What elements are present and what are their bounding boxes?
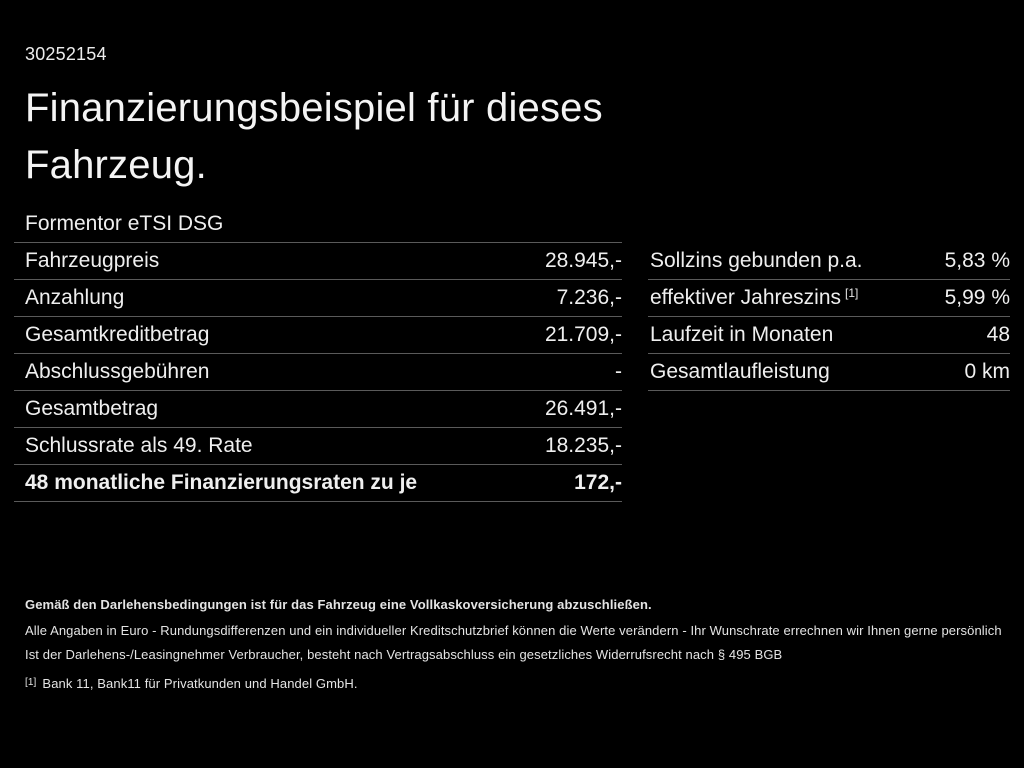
bank-footnote: [1] Bank 11, Bank11 für Privatkunden und … [25,676,1004,691]
row-value: 48 [986,323,1010,346]
row-label: 48 monatliche Finanzierungsraten zu je [25,471,418,494]
disclaimer-line2: Ist der Darlehens-/Leasingnehmer Verbrau… [25,647,783,662]
row-value: - [615,360,622,383]
table-row-schlussrate: Schlussrate als 49. Rate 18.235,- [14,428,622,465]
row-value: 28.945,- [544,249,622,272]
page-title-line2: Fahrzeug. [25,143,207,187]
row-value: 26.491,- [544,397,622,420]
table-row-abschlussgebuehren: Abschlussgebühren - [14,354,622,391]
vehicle-model-label: Formentor eTSI DSG [25,212,224,235]
row-value: 21.709,- [544,323,622,346]
row-label: Gesamtkreditbetrag [25,323,210,346]
row-label: Abschlussgebühren [25,360,210,383]
table-row-fahrzeugpreis: Fahrzeugpreis 28.945,- [14,243,622,280]
table-row-sollzins: Sollzins gebunden p.a. 5,83 % [648,243,1010,280]
footnotes: Gemäß den Darlehensbedingungen ist für d… [25,597,1004,691]
row-value: 0 km [964,360,1010,383]
row-label: Anzahlung [25,286,125,309]
row-value: 18.235,- [544,434,622,457]
row-label: Laufzeit in Monaten [650,323,834,346]
row-label-text: effektiver Jahreszins [650,286,842,309]
table-row-monatsrate: 48 monatliche Finanzierungsraten zu je 1… [14,465,622,502]
page-title-line1: Finanzierungsbeispiel für dieses [25,86,603,130]
row-label: Gesamtbetrag [25,397,159,420]
footnote-marker: [1] [845,286,859,300]
row-value: 172,- [574,471,622,494]
disclaimer-line1: Alle Angaben in Euro - Rundungsdifferenz… [25,623,1002,638]
bank-footnote-marker: [1] [25,677,37,688]
reference-number: 30252154 [25,44,107,64]
conditions-table: Sollzins gebunden p.a. 5,83 % effektiver… [648,243,1010,391]
table-row-gesamtbetrag: Gesamtbetrag 26.491,- [14,391,622,428]
row-label: Schlussrate als 49. Rate [25,434,253,457]
row-label: Sollzins gebunden p.a. [650,249,863,272]
table-row-gesamtkreditbetrag: Gesamtkreditbetrag 21.709,- [14,317,622,354]
row-label: Gesamtlaufleistung [650,360,830,383]
row-value: 5,99 % [944,286,1010,309]
table-row-anzahlung: Anzahlung 7.236,- [14,280,622,317]
bank-footnote-text: Bank 11, Bank11 für Privatkunden und Han… [42,676,358,691]
financing-table: Formentor eTSI DSG Fahrzeugpreis 28.945,… [14,206,622,502]
row-label: Fahrzeugpreis [25,249,160,272]
page-title: Finanzierungsbeispiel für dieses Fahrzeu… [25,80,603,194]
row-label: effektiver Jahreszins [1] [650,286,858,310]
table-row-gesamtlaufleistung: Gesamtlaufleistung 0 km [648,354,1010,391]
table-row-effektiver-jahreszins: effektiver Jahreszins [1] 5,99 % [648,280,1010,317]
row-value: 7.236,- [556,286,622,309]
vehicle-model: Formentor eTSI DSG [14,206,622,243]
insurance-note: Gemäß den Darlehensbedingungen ist für d… [25,597,652,612]
table-row-laufzeit: Laufzeit in Monaten 48 [648,317,1010,354]
row-value: 5,83 % [944,249,1010,272]
